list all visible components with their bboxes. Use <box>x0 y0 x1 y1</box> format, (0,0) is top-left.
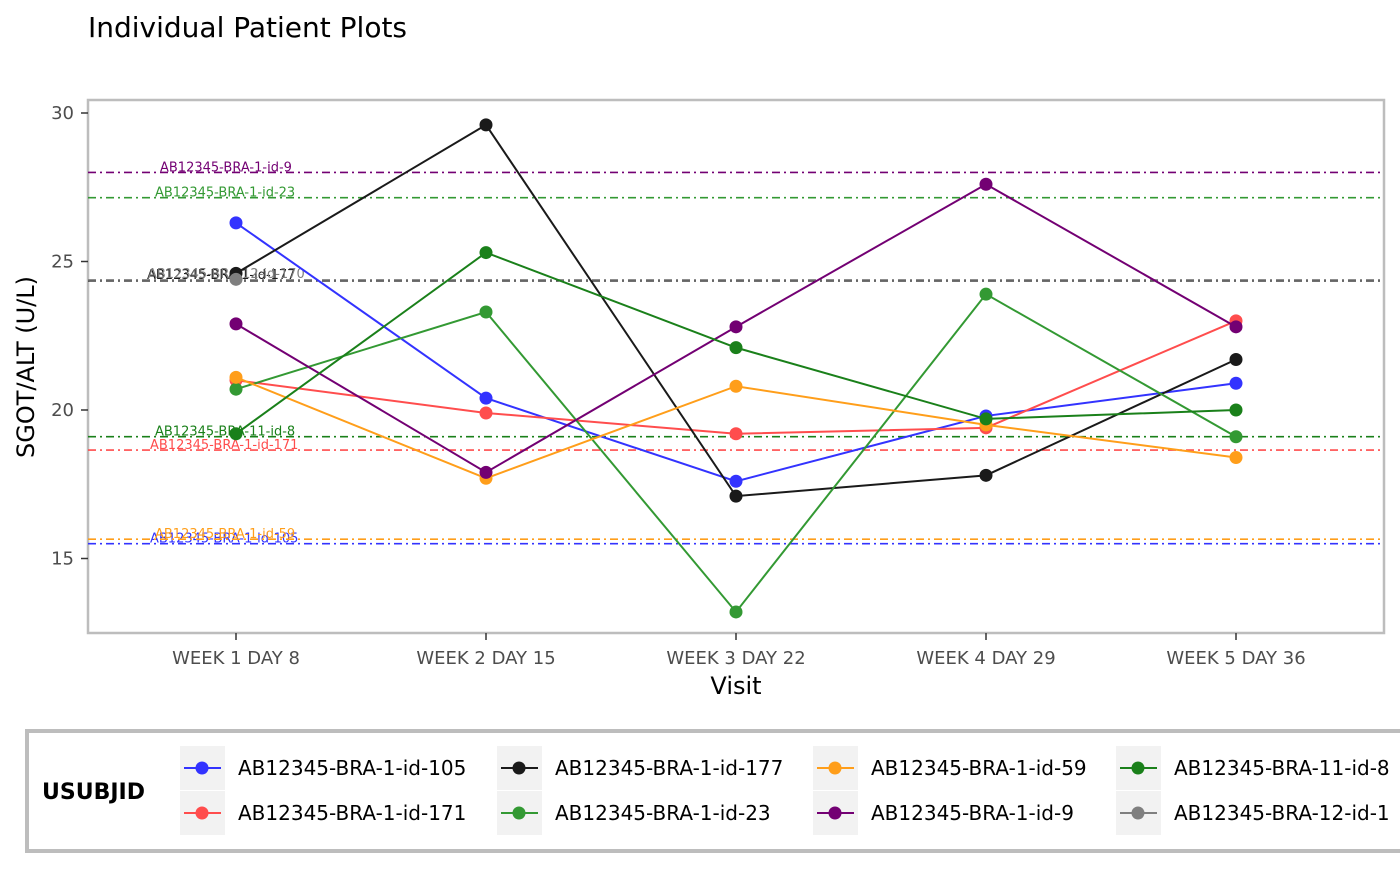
data-point <box>480 392 493 405</box>
data-point <box>230 427 243 440</box>
legend-key-point <box>196 807 209 820</box>
data-point <box>230 317 243 330</box>
data-point <box>1230 377 1243 390</box>
x-tick-label: WEEK 1 DAY 8 <box>172 648 300 669</box>
series-group <box>230 118 1243 502</box>
legend-key-point <box>513 762 526 775</box>
legend-label: AB12345-BRA-12-id-1 <box>1174 801 1390 825</box>
data-point <box>1230 404 1243 417</box>
reference-line-label: AB12345-BRA-1-id-171 <box>150 438 298 453</box>
data-point <box>1230 430 1243 443</box>
data-point <box>230 371 243 384</box>
data-point <box>1230 320 1243 333</box>
chart-title: Individual Patient Plots <box>88 11 407 44</box>
legend-label: AB12345-BRA-1-id-23 <box>555 801 771 825</box>
data-point <box>980 288 993 301</box>
legend-label: AB12345-BRA-1-id-177 <box>555 756 783 780</box>
y-tick-label: 30 <box>51 103 74 124</box>
legend-label: AB12345-BRA-1-id-171 <box>238 801 466 825</box>
reference-line-label: AB12345-BRA-11-id-8 <box>155 425 295 440</box>
reference-line-label: AB12345-BRA-12-id-170 <box>148 267 305 282</box>
legend-title: USUBJID <box>42 780 145 805</box>
series-group <box>230 273 243 286</box>
data-point <box>480 406 493 419</box>
data-point <box>730 605 743 618</box>
series-group <box>230 288 1243 619</box>
legend-label: AB12345-BRA-1-id-105 <box>238 756 466 780</box>
data-point <box>730 341 743 354</box>
y-axis-title: SGOT/ALT (U/L) <box>12 276 40 458</box>
legend-key-point <box>829 762 842 775</box>
data-point <box>480 118 493 131</box>
data-point <box>980 178 993 191</box>
legend-key-point <box>1132 762 1145 775</box>
data-point <box>480 246 493 259</box>
data-point <box>730 475 743 488</box>
legend-box <box>27 731 1400 851</box>
legend-key-point <box>196 762 209 775</box>
data-point <box>230 216 243 229</box>
legend: USUBJID AB12345-BRA-1-id-105 AB12345-BRA-… <box>27 731 1400 851</box>
y-tick-label: 20 <box>51 400 74 421</box>
series-line <box>236 125 1236 496</box>
data-point <box>230 383 243 396</box>
plot-panel <box>88 100 1384 633</box>
reference-line-label: AB12345-BRA-1-id-23 <box>155 186 295 201</box>
data-point <box>730 490 743 503</box>
legend-key-point <box>513 807 526 820</box>
reference-line-label: AB12345-BRA-1-id-9 <box>160 160 292 175</box>
legend-label: AB12345-BRA-1-id-9 <box>871 801 1074 825</box>
legend-key-point <box>1132 807 1145 820</box>
data-point <box>480 466 493 479</box>
reference-line-label: AB12345-BRA-1-id-59 <box>155 527 295 542</box>
data-point <box>980 469 993 482</box>
x-tick-label: WEEK 4 DAY 29 <box>916 648 1055 669</box>
x-tick-label: WEEK 5 DAY 36 <box>1166 648 1305 669</box>
legend-label: AB12345-BRA-11-id-8 <box>1174 756 1390 780</box>
data-point <box>730 320 743 333</box>
x-tick-label: WEEK 2 DAY 15 <box>416 648 555 669</box>
y-tick-label: 15 <box>51 549 74 570</box>
data-point <box>480 305 493 318</box>
data-point <box>1230 451 1243 464</box>
x-tick-label: WEEK 3 DAY 22 <box>666 648 805 669</box>
legend-label: AB12345-BRA-1-id-59 <box>871 756 1087 780</box>
legend-key-point <box>829 807 842 820</box>
x-axis-title: Visit <box>710 672 761 700</box>
data-point <box>1230 353 1243 366</box>
y-tick-label: 25 <box>51 252 74 273</box>
data-point <box>730 380 743 393</box>
data-point <box>980 412 993 425</box>
data-point <box>730 427 743 440</box>
data-point <box>230 273 243 286</box>
series-line <box>236 321 1236 434</box>
